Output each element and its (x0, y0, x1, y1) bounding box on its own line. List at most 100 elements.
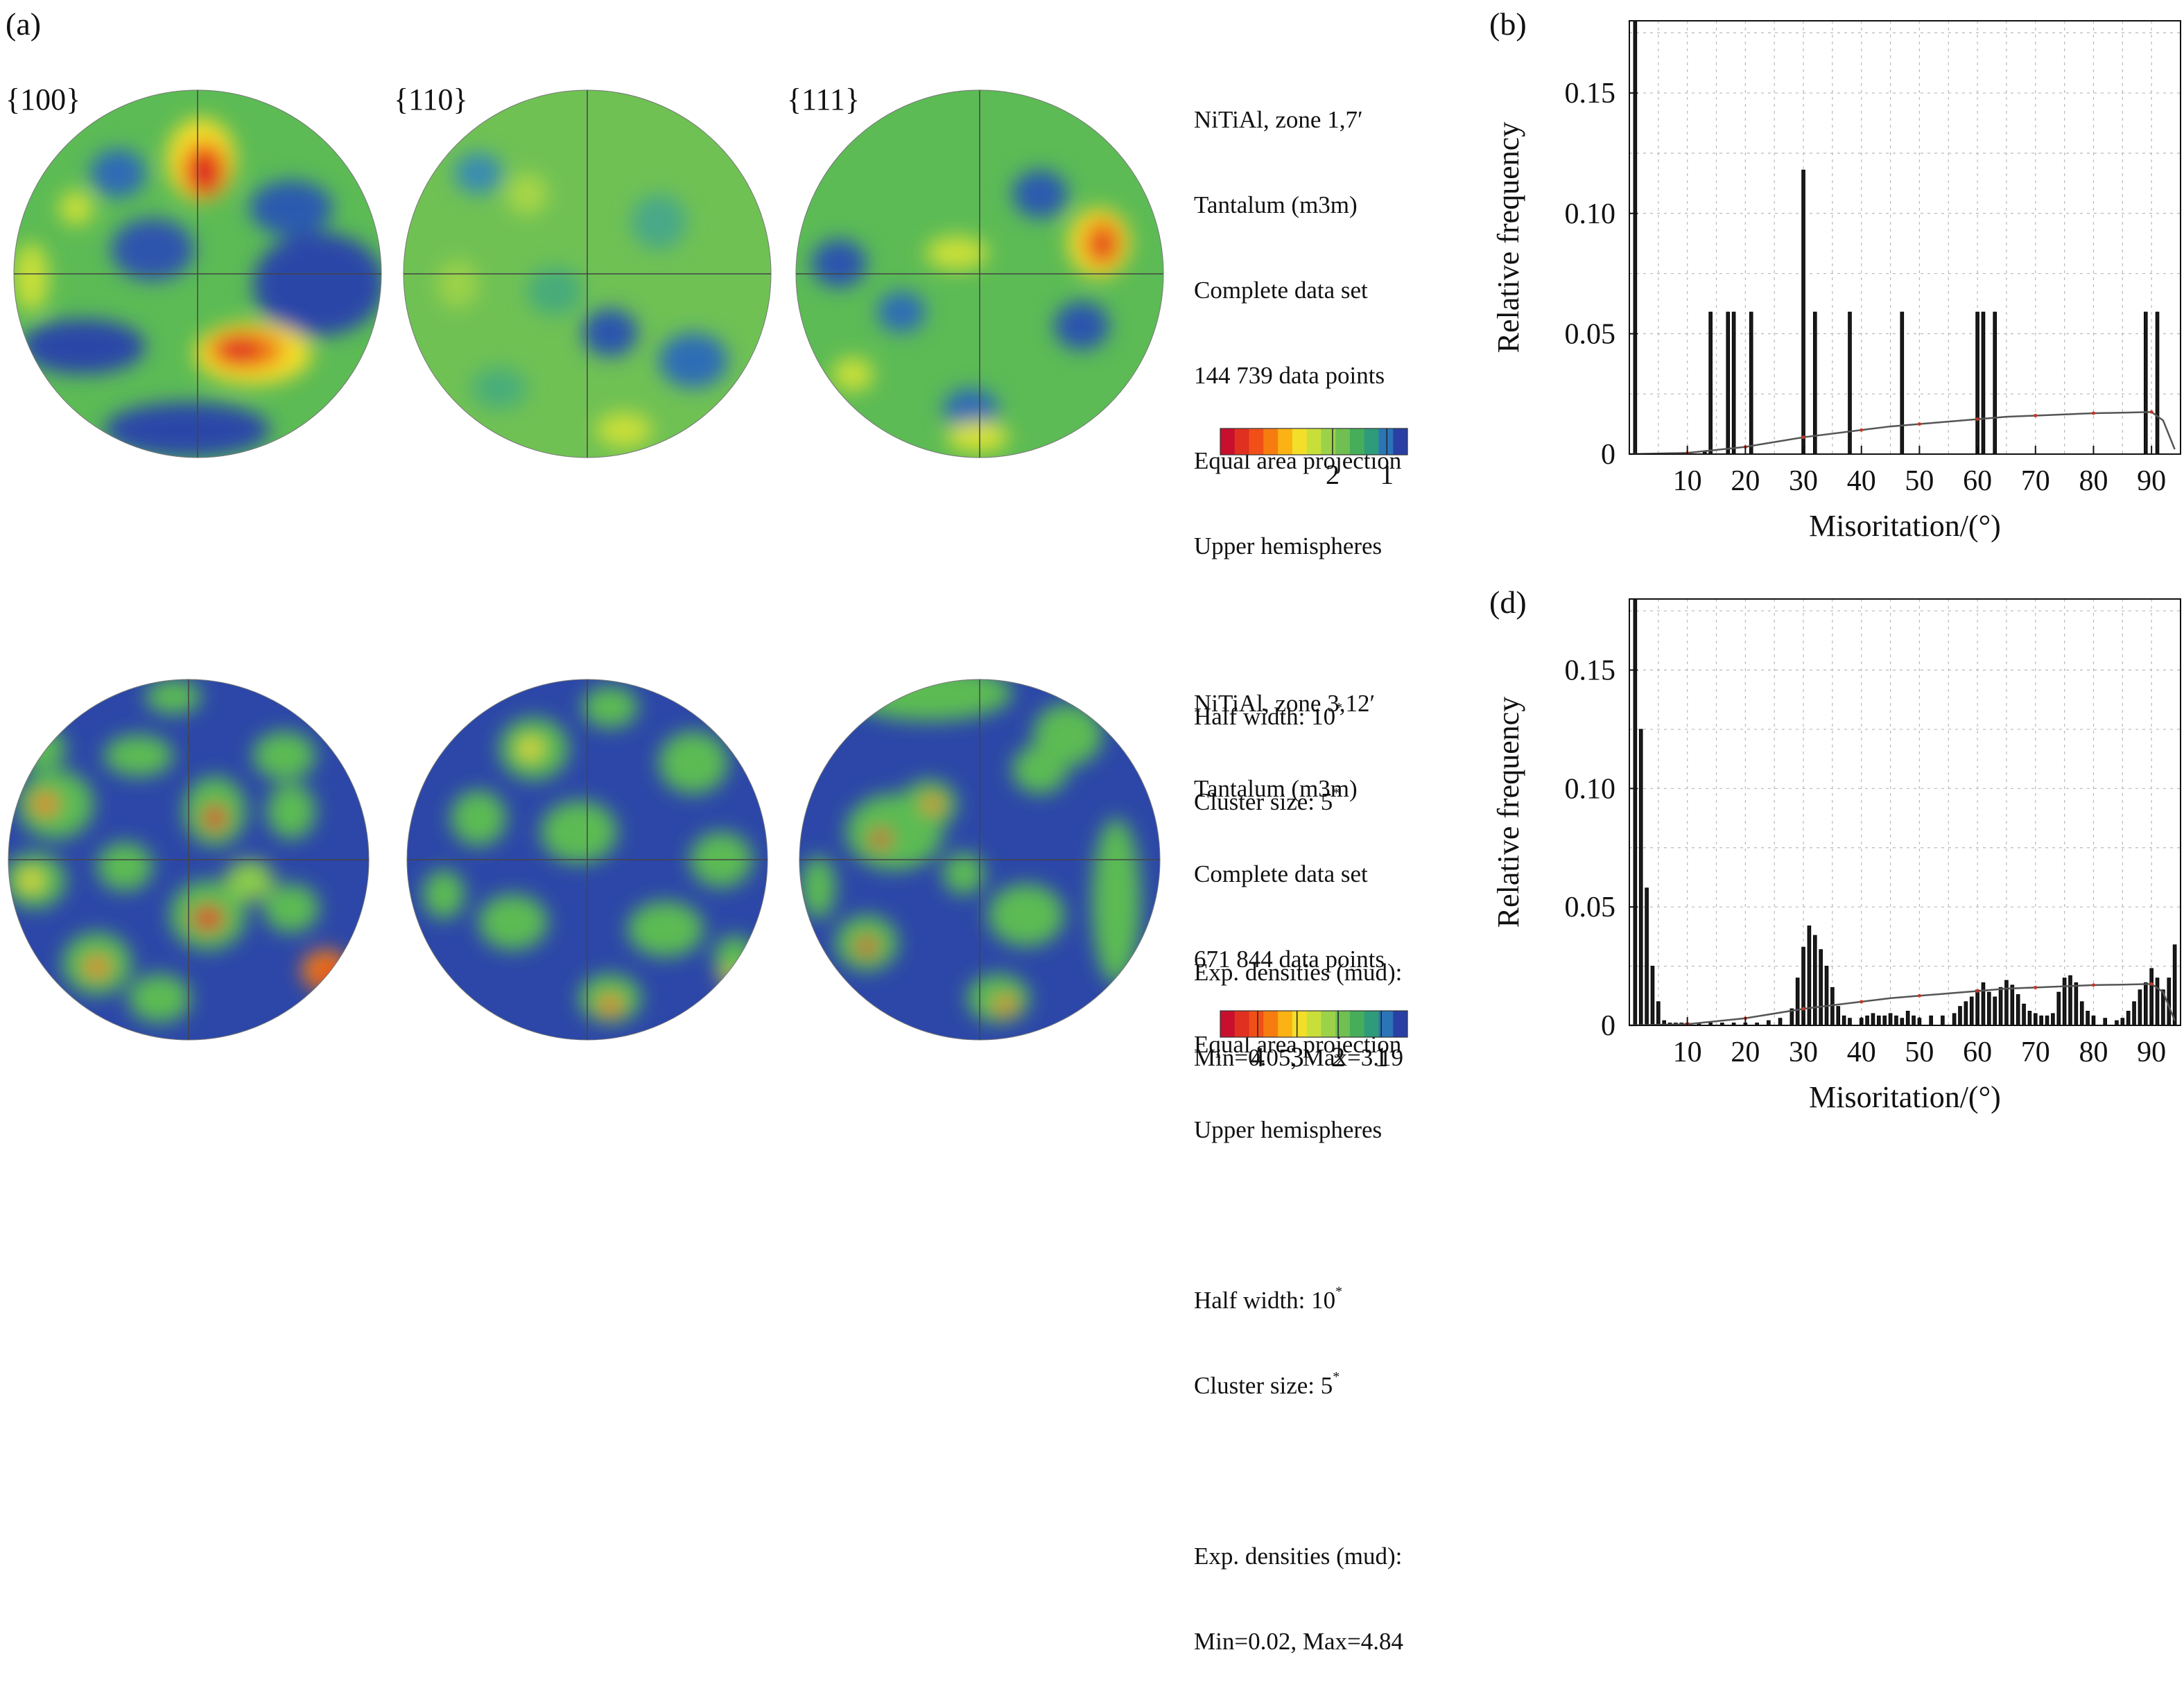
histogram-bar (1801, 169, 1805, 455)
degree-mark: * (1335, 700, 1343, 715)
cluster-size-text: Cluster size: 5 (1194, 1372, 1333, 1399)
info-line: NiTiAl, zone 3,12′ (1194, 690, 1376, 717)
histogram-bar (1824, 966, 1829, 1026)
x-tick-label: 60 (1963, 1036, 1992, 1068)
colorbar-tick-label: 3 (1290, 1041, 1304, 1073)
histogram-bar (1807, 926, 1812, 1026)
histogram-bar (1894, 1015, 1898, 1026)
colorbar-swatch (1378, 428, 1394, 455)
histogram-bar (1871, 1013, 1875, 1026)
histogram-bar (1801, 946, 1805, 1026)
x-tick-label: 70 (2021, 1036, 2050, 1068)
x-tick-label: 90 (2137, 1036, 2166, 1068)
colorbar-swatch (1364, 1011, 1379, 1037)
histogram-bar (2045, 1015, 2049, 1026)
histogram-bar (1941, 1015, 1945, 1026)
x-tick-label: 80 (2079, 465, 2108, 497)
plot-frame (1629, 20, 2181, 455)
x-tick-label: 20 (1731, 465, 1760, 497)
curve-marker (1860, 428, 1864, 432)
histogram-bar (1650, 966, 1655, 1026)
histogram-bar (1708, 311, 1713, 455)
y-tick-label: 0.05 (1565, 318, 1616, 350)
histogram-bar (2103, 1018, 2108, 1026)
colorbar-swatch (1393, 428, 1408, 455)
histogram-bar (1726, 311, 1731, 455)
x-tick-label: 10 (1673, 465, 1702, 497)
colorbar-swatch (1306, 1011, 1321, 1037)
info-block-c: NiTiAl, zone 3,12′ Tantalum (m3m) Comple… (1194, 632, 1403, 1684)
curve-marker (1801, 1007, 1805, 1011)
x-tick-label: 80 (2079, 1036, 2108, 1068)
histogram-bar (1633, 598, 1638, 1026)
histogram-bar (1993, 311, 1997, 455)
half-width-text: Half width: 10 (1194, 703, 1336, 730)
x-tick-label: 90 (2137, 465, 2166, 497)
x-tick-label: 60 (1963, 465, 1992, 497)
histogram-bar (1993, 996, 1997, 1026)
y-tick-label: 0 (1601, 1010, 1615, 1042)
curve-marker (1917, 993, 1921, 998)
histogram-bar (1998, 987, 2003, 1026)
info-line: Upper hemispheres (1194, 1116, 1383, 1143)
pole-figure-label: {100} (6, 83, 81, 116)
curve-marker (2034, 413, 2038, 417)
histogram-bar (2149, 968, 2153, 1026)
densities-range: Min=0.02, Max=4.84 (1194, 1628, 1403, 1655)
colorbar-swatch (1349, 428, 1365, 455)
histogram-d: 10 20 30 40 50 60 70 80 90 0 0.05 0.10 0.15 Misoritat… (1491, 598, 2181, 1114)
x-tick-label: 10 (1673, 1036, 1702, 1068)
histogram-bar (1767, 1020, 1771, 1026)
colorbar-frame (1220, 428, 1408, 455)
colorbar-swatch (1335, 428, 1351, 455)
colorbar-swatch (1292, 428, 1308, 455)
colorbar-swatch (1321, 1011, 1336, 1037)
histogram-bar (1969, 996, 1974, 1026)
x-tick-label: 50 (1905, 1036, 1934, 1068)
histogram-bar (2051, 1013, 2055, 1026)
degree-mark: * (1335, 1284, 1343, 1299)
histogram-bar (1830, 987, 1835, 1026)
histogram-bar (1836, 1006, 1841, 1026)
histogram-bar (2039, 1015, 2043, 1026)
pole-figures-svg (8, 89, 1164, 1041)
histogram-bar (1848, 311, 1852, 455)
histogram-bar (1882, 1015, 1887, 1026)
curve-marker (1801, 435, 1805, 440)
colorbar-swatch (1278, 1011, 1293, 1037)
histogram-bar (1819, 949, 1823, 1026)
info-line: Complete data set (1194, 277, 1368, 304)
x-tick-label: 70 (2021, 465, 2050, 497)
histogram-bar (2010, 984, 2015, 1026)
colorbar-swatch (1234, 1011, 1250, 1037)
curve-marker (2091, 411, 2095, 415)
colorbar-swatch (1393, 1011, 1408, 1037)
colorbar-swatch (1321, 428, 1336, 455)
info-line: Tantalum (m3m) (1194, 191, 1358, 218)
colorbar-swatch (1292, 1011, 1308, 1037)
histogram-bar (2120, 1018, 2125, 1026)
histogram-b: 10 20 30 40 50 60 70 80 90 0 0.05 0.10 0.15 Misoritat… (1491, 20, 2181, 543)
panel-label-d: (d) (1489, 584, 1527, 620)
curve-marker (1975, 417, 1979, 422)
colorbar-swatch (1249, 1011, 1264, 1037)
histogram-bar (2068, 975, 2072, 1026)
x-tick-label: 40 (1847, 1036, 1876, 1068)
histogram-bar (1645, 887, 1649, 1026)
histogram-bar (2126, 1011, 2131, 1026)
y-tick-label: 0.05 (1565, 892, 1616, 923)
colorbar-swatch (1220, 1011, 1236, 1037)
y-tick-label: 0.15 (1565, 78, 1616, 110)
colorbar-swatch (1249, 428, 1264, 455)
colorbar-swatch (1306, 428, 1321, 455)
cluster-size-line: Cluster size: 5* (1194, 1370, 1403, 1400)
curve-marker (1860, 1000, 1864, 1004)
curve-marker (2034, 985, 2038, 989)
histogram-bar (1905, 1011, 1910, 1026)
histogram-bar (2115, 1020, 2119, 1026)
y-tick-label: 0.15 (1565, 655, 1616, 687)
info-line: 671 844 data points (1194, 946, 1385, 973)
histogram-bar (2079, 1001, 2084, 1026)
histogram-bar (2074, 982, 2079, 1026)
